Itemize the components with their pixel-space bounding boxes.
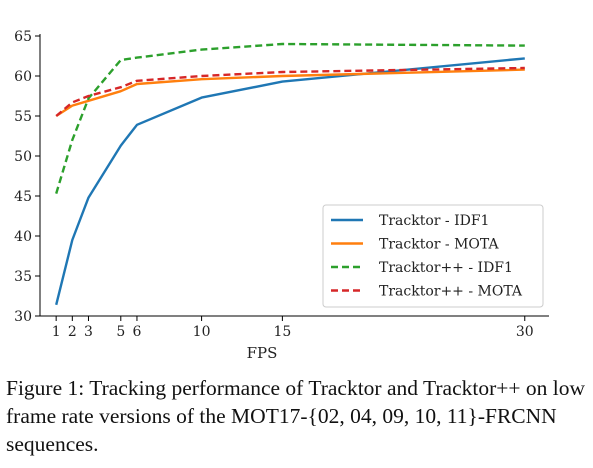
x-tick-label: 1 bbox=[52, 324, 61, 340]
y-tick-label: 65 bbox=[14, 29, 32, 45]
x-tick-label: 10 bbox=[193, 324, 211, 340]
legend-label: Tracktor - MOTA bbox=[379, 237, 499, 253]
legend-label: Tracktor++ - IDF1 bbox=[379, 260, 513, 276]
y-axis: 30 35 40 45 50 55 60 65 bbox=[14, 29, 41, 325]
x-tick-label: 15 bbox=[273, 324, 291, 340]
x-tick-label: 2 bbox=[68, 324, 77, 340]
legend: Tracktor - IDF1 Tracktor - MOTA Tracktor++… bbox=[322, 204, 544, 308]
x-tick-label: 3 bbox=[84, 324, 93, 340]
legend-label: Tracktor++ - MOTA bbox=[379, 284, 523, 300]
series-line bbox=[55, 57, 525, 306]
series-layer bbox=[55, 42, 525, 306]
y-tick-label: 40 bbox=[14, 229, 32, 245]
y-tick-label: 60 bbox=[14, 69, 32, 85]
series-line bbox=[55, 66, 525, 117]
x-tick-label: 6 bbox=[132, 324, 141, 340]
x-tick-label: 30 bbox=[516, 324, 534, 340]
x-tick-label: 5 bbox=[116, 324, 125, 340]
series-line bbox=[55, 68, 525, 118]
y-tick-label: 50 bbox=[14, 149, 32, 165]
y-tick-label: 35 bbox=[14, 269, 32, 285]
y-tick-label: 45 bbox=[14, 189, 32, 205]
x-axis-label: FPS bbox=[247, 344, 278, 362]
series-line bbox=[55, 42, 525, 194]
legend-label: Tracktor - IDF1 bbox=[379, 213, 489, 229]
y-tick-label: 55 bbox=[14, 109, 32, 125]
x-axis: 1 2 3 5 6 10 15 30 bbox=[40, 315, 549, 340]
figure-caption: Figure 1: Tracking performance of Trackt… bbox=[6, 376, 585, 456]
legend-box bbox=[322, 204, 544, 308]
y-tick-label: 30 bbox=[14, 309, 32, 325]
